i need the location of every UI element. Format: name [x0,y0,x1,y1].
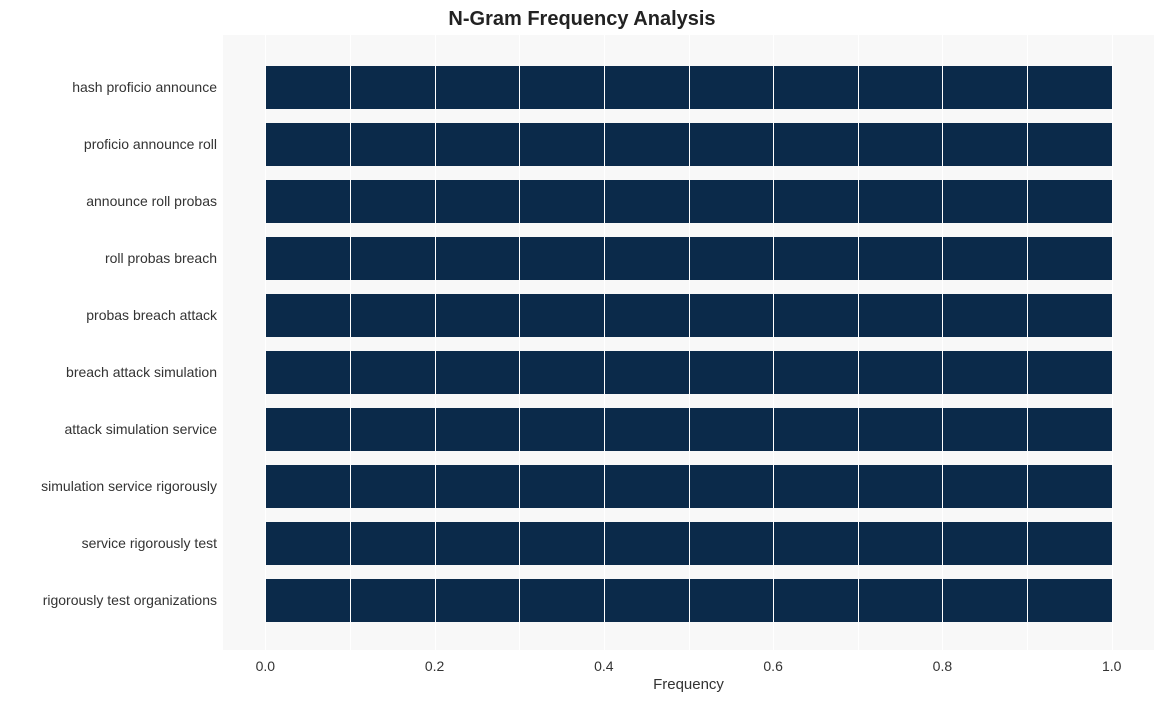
plot-area [223,35,1154,650]
gridline [350,35,351,650]
x-tick-label: 0.6 [763,658,782,674]
chart-title: N-Gram Frequency Analysis [0,8,1164,31]
gridline [773,35,774,650]
gridline [265,35,266,650]
gridline [435,35,436,650]
gridline [1027,35,1028,650]
y-tick-label: probas breach attack [2,307,217,323]
y-tick-label: simulation service rigorously [2,478,217,494]
x-tick-label: 0.2 [425,658,444,674]
x-tick-label: 0.4 [594,658,613,674]
ngram-frequency-chart: N-Gram Frequency Analysis hash proficio … [0,0,1164,701]
x-tick-label: 0.0 [256,658,275,674]
gridline [1112,35,1113,650]
y-tick-label: roll probas breach [2,250,217,266]
gridline [689,35,690,650]
gridline [858,35,859,650]
y-tick-label: proficio announce roll [2,136,217,152]
gridline [519,35,520,650]
y-tick-label: service rigorously test [2,535,217,551]
y-tick-label: rigorously test organizations [2,592,217,608]
x-tick-label: 0.8 [933,658,952,674]
x-axis-label: Frequency [107,676,1164,693]
x-tick-label: 1.0 [1102,658,1121,674]
y-tick-label: announce roll probas [2,193,217,209]
y-tick-label: hash proficio announce [2,79,217,95]
gridline [942,35,943,650]
y-tick-label: attack simulation service [2,421,217,437]
y-tick-label: breach attack simulation [2,364,217,380]
gridline [604,35,605,650]
